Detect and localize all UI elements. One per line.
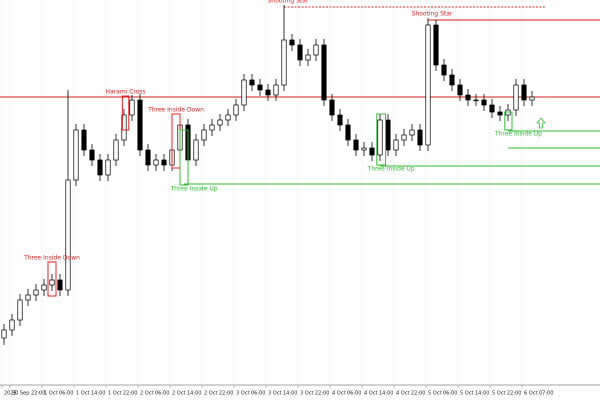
x-tick-label: 2 Oct 22:00 [204,391,233,397]
candle-body [161,159,167,166]
pattern-label: Three Inside Down [23,255,80,262]
candle-body [385,119,391,151]
candle-body [529,96,535,101]
candle-body [457,84,463,96]
x-tick-label: 5 Oct 14:00 [460,391,489,397]
candle-body [489,104,495,113]
candle-body [281,39,287,86]
candle-body [521,84,527,101]
candle-body [497,111,503,116]
candle-body [297,44,303,61]
candle-body [41,284,47,291]
pattern-label: Three Inside Up [169,186,217,193]
candle-body [225,114,231,121]
candle-body [433,24,439,66]
candle-body [153,159,159,166]
pattern-label: Three Inside Down [147,107,204,114]
up-arrow [536,117,546,129]
candle-body [73,129,79,181]
candle-body [513,84,519,111]
x-tick-label: 1 Oct 22:00 [108,391,137,397]
candle-body [9,319,15,331]
candle-body [353,139,359,151]
candle-body [25,294,31,301]
candle-body [137,99,143,151]
candle-body [337,114,343,126]
candle-body [105,159,111,176]
candle-body [401,134,407,141]
candle-body [49,279,55,286]
pattern-label: Harami Cross [105,89,145,96]
candle-body [65,179,71,291]
candle-body [417,129,423,146]
candle-body [329,99,335,116]
candle-body [1,329,7,339]
candle-body [449,74,455,86]
candle-body [97,159,103,176]
x-tick-label: 2 Oct 06:00 [140,391,169,397]
x-tick-label: 6 Oct 07:00 [524,391,553,397]
x-tick-label: 30 Sep 22:00 [12,391,45,397]
pattern-box [121,95,130,131]
candle-body [265,89,271,96]
candle-body [33,289,39,296]
pattern-box [376,113,387,166]
candle-body [345,124,351,141]
candle-body [273,84,279,96]
candle-body [481,99,487,106]
x-tick-label: 4 Oct 14:00 [364,391,393,397]
candle-body [233,104,239,116]
candle-body [361,147,367,151]
x-tick-label: 1 Oct 14:00 [76,391,105,397]
candle-body [377,119,383,156]
x-tick-label: 4 Oct 06:00 [332,391,361,397]
candle-body [289,39,295,46]
x-tick-label: 5 Oct 06:00 [428,391,457,397]
pattern-label: Three Inside Up [494,131,542,138]
candle-body [473,99,479,102]
candle-body [81,129,87,151]
pattern-label: Shooting Star [268,0,309,5]
candle-body [241,79,247,106]
candle-body [129,99,135,116]
x-tick-label: 3 Oct 06:00 [236,391,265,397]
x-tick-label: 1 Oct 06:00 [44,391,73,397]
x-tick-label: 5 Oct 22:00 [492,391,521,397]
candle-body [145,149,151,166]
candle-body [425,24,431,146]
candle-body [249,79,255,86]
candle-body [409,129,415,136]
pattern-box [504,111,513,131]
x-tick-label: 3 Oct 14:00 [268,391,297,397]
candle-body [321,44,327,101]
candle-body [369,147,375,156]
pattern-label: Three Inside Up [367,166,415,173]
candle-body [17,299,23,321]
x-tick-label: 3 Oct 22:00 [300,391,329,397]
candle-body [201,129,207,141]
x-tick-label: 2 Oct 14:00 [172,391,201,397]
candle-body [313,44,319,56]
candle-body [217,119,223,126]
candle-body [89,149,95,161]
candle-body [305,54,311,61]
candle-body [121,114,127,141]
candle-body [113,139,119,161]
candle-body [257,84,263,91]
pattern-box [47,261,57,297]
pattern-label: Shooting Star [412,11,453,18]
candle-body [193,139,199,161]
candle-body [441,64,447,76]
candle-body [209,124,215,131]
x-tick-label: 4 Oct 22:00 [396,391,425,397]
candle-body [393,139,399,151]
candle-body [465,94,471,101]
x-tick-label: 2025 [4,391,17,397]
pattern-box [179,129,189,186]
candle-body [57,279,63,291]
